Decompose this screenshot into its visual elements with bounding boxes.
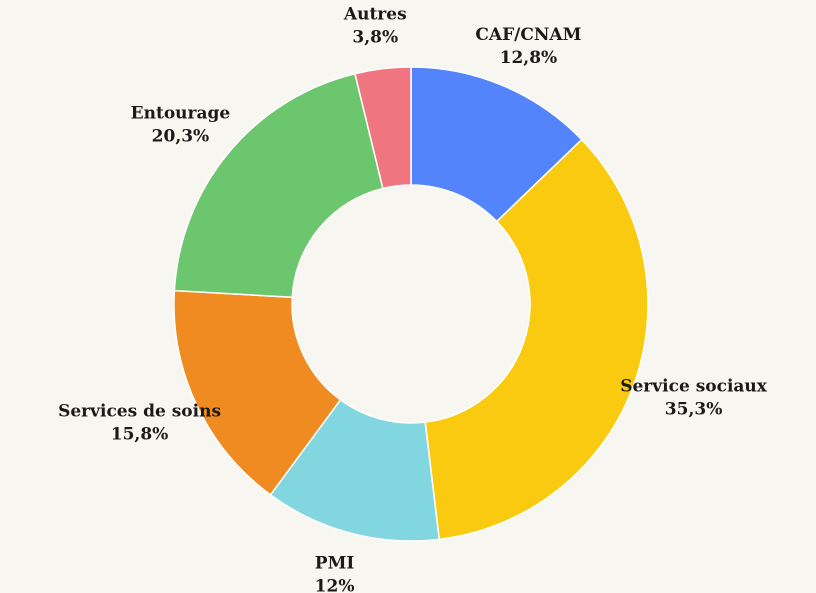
slice-label: CAF/CNAM [475,25,581,45]
slice-label: Entourage [131,103,231,123]
slice [173,72,384,299]
slice-label: Services de soins [58,402,221,422]
value-label: 35,3% [665,400,723,420]
value-label: 20,3% [152,126,210,146]
slice-label: Autres [343,4,407,24]
slice [354,66,412,190]
slice-label: PMI [315,553,355,573]
value-label: 12,8% [500,48,558,68]
value-label: 12% [315,576,355,593]
value-label: 15,8% [111,425,169,445]
slice [173,289,342,496]
value-label: 3,8% [352,27,398,47]
slice-label: Service sociaux [620,377,768,397]
slice [424,138,649,541]
